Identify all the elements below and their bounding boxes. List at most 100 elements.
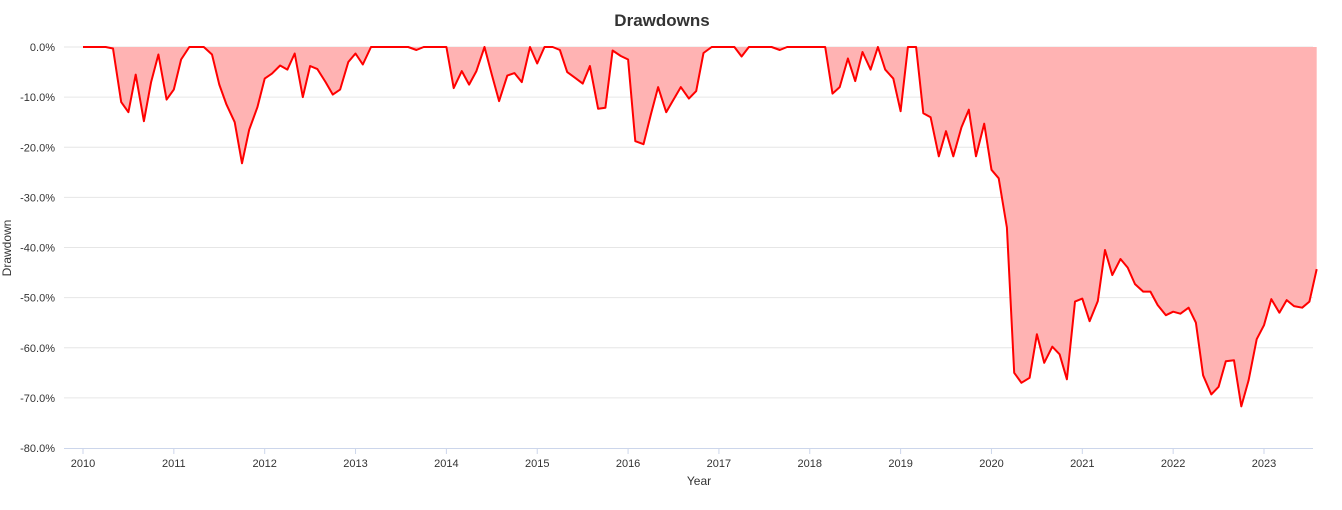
data-point bbox=[1237, 402, 1245, 410]
data-point bbox=[799, 43, 807, 51]
data-point bbox=[904, 43, 912, 51]
data-point bbox=[79, 43, 87, 51]
data-point bbox=[1056, 350, 1064, 358]
data-point bbox=[427, 43, 435, 51]
data-point bbox=[1230, 356, 1238, 364]
data-point bbox=[488, 71, 496, 79]
data-point bbox=[1267, 295, 1275, 303]
data-point bbox=[117, 98, 125, 106]
data-point bbox=[102, 43, 110, 51]
x-tick-label: 2012 bbox=[252, 458, 276, 470]
data-point bbox=[170, 86, 178, 94]
data-point bbox=[1222, 357, 1230, 365]
data-point bbox=[813, 43, 821, 51]
data-point bbox=[700, 49, 708, 57]
x-tick-label: 2016 bbox=[616, 458, 640, 470]
data-point bbox=[1275, 309, 1283, 317]
data-point bbox=[927, 113, 935, 121]
data-point bbox=[1101, 246, 1109, 254]
data-point bbox=[722, 43, 730, 51]
x-tick-label: 2018 bbox=[798, 458, 822, 470]
data-point bbox=[397, 43, 405, 51]
data-point bbox=[208, 51, 216, 59]
area-layer bbox=[79, 43, 1321, 410]
data-point bbox=[912, 43, 920, 51]
data-point bbox=[1313, 265, 1321, 273]
data-point bbox=[306, 62, 314, 70]
data-point bbox=[760, 43, 768, 51]
data-point bbox=[1063, 375, 1071, 383]
data-point bbox=[1040, 359, 1048, 367]
x-axis-label: Year bbox=[687, 474, 711, 488]
data-point bbox=[715, 43, 723, 51]
x-tick-label: 2017 bbox=[707, 458, 731, 470]
grid-layer bbox=[64, 46, 1313, 399]
x-tick-label: 2021 bbox=[1070, 458, 1094, 470]
data-point bbox=[1169, 308, 1177, 316]
data-point bbox=[283, 66, 291, 74]
data-point bbox=[336, 86, 344, 94]
data-point bbox=[1162, 311, 1170, 319]
data-point bbox=[313, 65, 321, 73]
drawdown-area-fill bbox=[83, 47, 1317, 407]
data-point bbox=[1154, 301, 1162, 309]
data-point bbox=[1033, 330, 1041, 338]
data-point bbox=[1260, 321, 1268, 329]
data-point bbox=[1146, 288, 1154, 296]
data-point bbox=[1026, 374, 1034, 382]
data-point bbox=[708, 43, 716, 51]
data-point bbox=[518, 78, 526, 86]
data-point bbox=[692, 87, 700, 95]
data-point bbox=[503, 72, 511, 80]
data-point bbox=[821, 43, 829, 51]
y-tick-label: 0.0% bbox=[30, 42, 55, 54]
y-tick-label: -50.0% bbox=[20, 293, 55, 305]
data-point bbox=[730, 43, 738, 51]
data-point bbox=[132, 71, 140, 79]
data-point bbox=[859, 48, 867, 56]
data-point bbox=[1124, 264, 1132, 272]
data-point bbox=[935, 152, 943, 160]
data-point bbox=[1215, 383, 1223, 391]
data-point bbox=[344, 58, 352, 66]
data-point bbox=[533, 60, 541, 68]
x-tick-label: 2011 bbox=[162, 458, 186, 470]
data-point bbox=[624, 56, 632, 64]
data-point bbox=[881, 66, 889, 74]
data-point bbox=[1131, 280, 1139, 288]
data-point bbox=[790, 43, 798, 51]
data-point bbox=[1253, 335, 1261, 343]
data-point bbox=[442, 43, 450, 51]
data-point bbox=[571, 74, 579, 82]
data-point bbox=[291, 50, 299, 58]
data-point bbox=[1298, 304, 1306, 312]
data-point bbox=[919, 109, 927, 117]
data-point bbox=[465, 81, 473, 89]
data-point bbox=[677, 83, 685, 91]
data-point bbox=[958, 123, 966, 131]
data-point bbox=[745, 43, 753, 51]
data-point bbox=[359, 61, 367, 69]
x-tick-label: 2014 bbox=[434, 458, 458, 470]
data-point bbox=[109, 45, 117, 53]
y-tick-label: -30.0% bbox=[20, 192, 55, 204]
data-point bbox=[1305, 298, 1313, 306]
data-point bbox=[1078, 295, 1086, 303]
data-point bbox=[586, 62, 594, 70]
y-tick-label: -10.0% bbox=[20, 92, 55, 104]
data-point bbox=[617, 52, 625, 60]
data-point bbox=[806, 43, 814, 51]
x-tick-label: 2019 bbox=[888, 458, 912, 470]
data-point bbox=[897, 107, 905, 115]
data-point bbox=[1086, 317, 1094, 325]
data-point bbox=[124, 108, 132, 116]
data-point bbox=[738, 53, 746, 61]
data-point bbox=[322, 78, 330, 86]
chart-title: Drawdowns bbox=[614, 11, 709, 30]
data-point bbox=[390, 43, 398, 51]
data-point bbox=[965, 106, 973, 114]
x-tick-label: 2010 bbox=[71, 458, 95, 470]
data-point bbox=[231, 118, 239, 126]
data-point bbox=[601, 104, 609, 112]
